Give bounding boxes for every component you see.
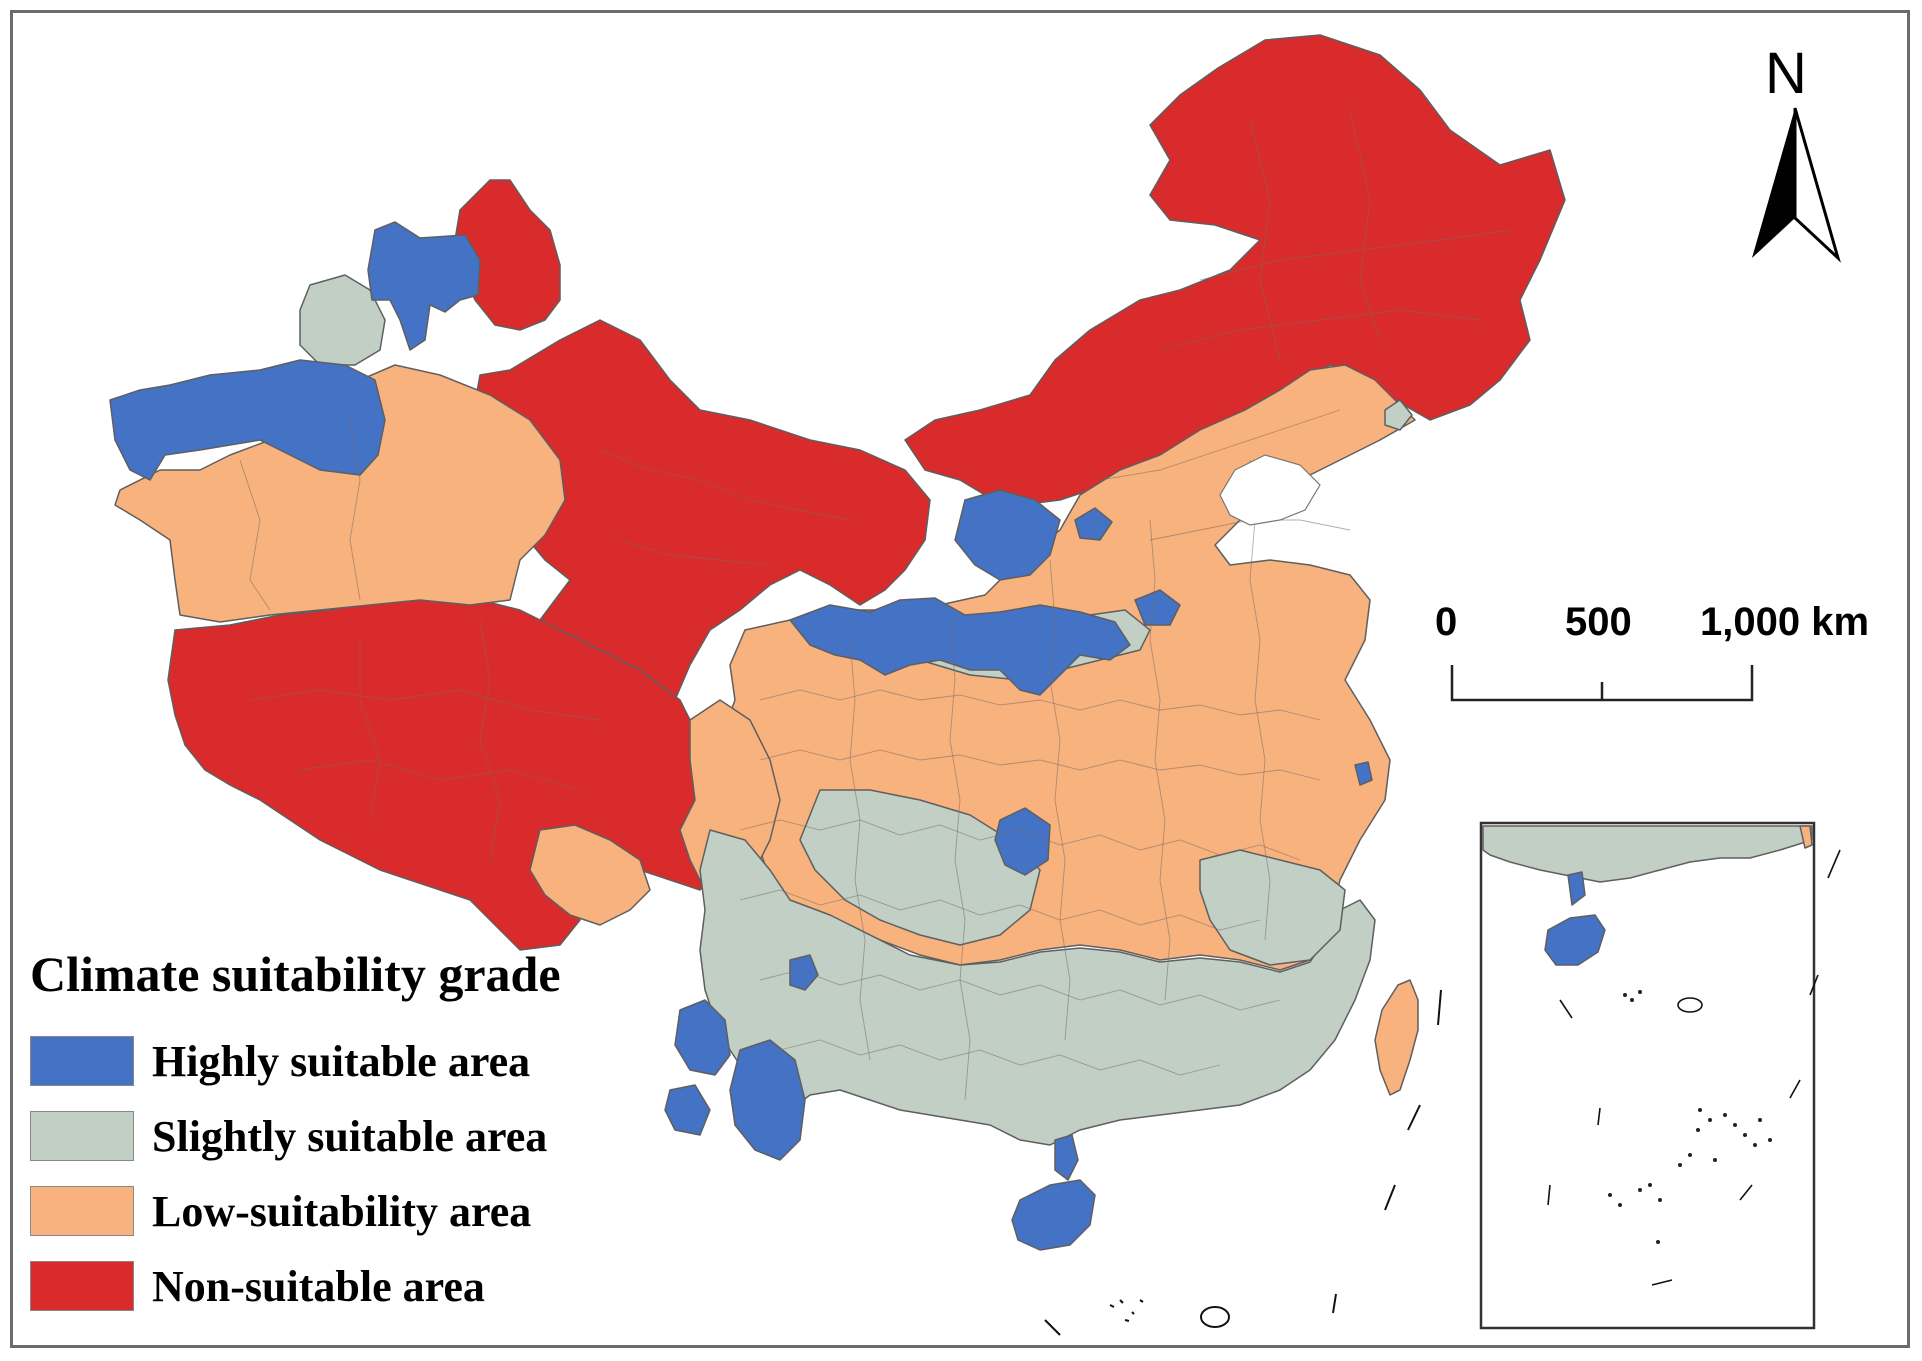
legend-label-non-suitable: Non-suitable area — [152, 1261, 485, 1311]
inset-hainan — [1544, 914, 1606, 966]
region-liaodong-patch — [1384, 399, 1413, 431]
south-sea-islands — [1044, 989, 1442, 1336]
scale-bar-icon — [1450, 665, 1754, 702]
north-arrow-icon — [1752, 107, 1841, 263]
legend-item-slightly-suitable: Slightly suitable area — [30, 1110, 547, 1162]
inset-map — [1479, 821, 1841, 1330]
legend-item-highly-suitable: Highly suitable area — [30, 1035, 530, 1087]
region-ordos — [954, 489, 1061, 581]
region-loess-band — [789, 597, 1131, 696]
region-ili — [299, 274, 386, 366]
inset-mainland — [1482, 825, 1813, 883]
county-boundaries — [239, 109, 1511, 1101]
legend-swatch-low-suitability — [30, 1186, 134, 1236]
region-guizhou-patch — [789, 954, 819, 991]
north-label: N — [1765, 41, 1807, 106]
legend-title: Climate suitability grade — [30, 946, 561, 1002]
region-hainan — [1011, 1179, 1096, 1251]
region-kashgar-north — [109, 359, 386, 481]
scale-label-500: 500 — [1565, 600, 1632, 644]
non-suitable-regions — [167, 34, 1566, 951]
legend-item-non-suitable: Non-suitable area — [30, 1260, 485, 1312]
region-dehong — [664, 1084, 711, 1136]
legend-swatch-non-suitable — [30, 1261, 134, 1311]
region-taiwan — [1374, 979, 1419, 1096]
region-southeast-coast — [1199, 849, 1346, 966]
legend-swatch-highly-suitable — [30, 1036, 134, 1086]
region-north-patch — [1074, 507, 1113, 541]
inset-leizhou — [1567, 871, 1586, 906]
highly-suitable-regions — [109, 221, 1373, 1251]
region-shanxi-patch — [1134, 589, 1181, 626]
legend-item-low-suitability: Low-suitability area — [30, 1185, 531, 1237]
region-sichuan-guizhou — [799, 789, 1041, 946]
region-southwest-border — [529, 824, 651, 926]
region-yunnan-south — [729, 1039, 806, 1161]
scale-label-1000: 1,000 km — [1700, 600, 1870, 644]
legend-label-highly-suitable: Highly suitable area — [152, 1036, 531, 1086]
legend-label-low-suitability: Low-suitability area — [152, 1186, 532, 1236]
region-tacheng — [367, 221, 481, 351]
bohai-sea — [1219, 454, 1321, 526]
legend-swatch-slightly-suitable — [30, 1111, 134, 1161]
inset-taiwan-tip — [1799, 825, 1813, 849]
region-leizhou — [1054, 1134, 1079, 1181]
region-yunnan-west — [674, 999, 731, 1076]
region-zhejiang-patch — [1354, 761, 1373, 786]
scale-label-0: 0 — [1435, 600, 1458, 644]
legend-label-slightly-suitable: Slightly suitable area — [152, 1111, 548, 1161]
region-central-patch — [994, 807, 1051, 876]
